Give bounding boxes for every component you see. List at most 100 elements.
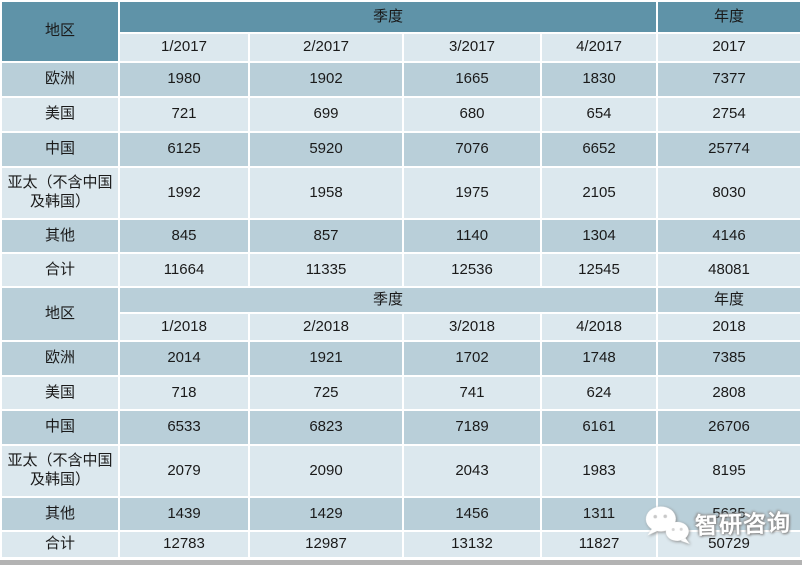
quarter-label: 1/2018 xyxy=(120,314,248,340)
data-cell: 2090 xyxy=(250,446,402,496)
data-cell: 7385 xyxy=(658,342,801,375)
table-row: 合计 12783 12987 13132 11827 50729 xyxy=(2,532,801,557)
quarter-label: 4/2018 xyxy=(542,314,657,340)
data-cell: 6161 xyxy=(542,411,657,444)
data-cell: 2754 xyxy=(658,98,801,131)
data-cell: 7076 xyxy=(404,133,540,166)
data-cell: 721 xyxy=(120,98,248,131)
data-cell: 654 xyxy=(542,98,657,131)
row-label-europe: 欧洲 xyxy=(2,63,118,96)
row-label-usa: 美国 xyxy=(2,98,118,131)
quarter-header-2018: 季度 xyxy=(120,288,657,312)
year-header-2017: 年度 xyxy=(658,2,801,32)
table-row: 中国 6125 5920 7076 6652 25774 xyxy=(2,133,801,166)
data-cell: 7189 xyxy=(404,411,540,444)
data-cell: 1748 xyxy=(542,342,657,375)
data-cell: 1429 xyxy=(250,498,402,530)
data-cell: 1921 xyxy=(250,342,402,375)
data-cell: 11664 xyxy=(120,254,248,286)
data-cell: 7377 xyxy=(658,63,801,96)
data-cell: 8030 xyxy=(658,168,801,218)
table-row: 美国 718 725 741 624 2808 xyxy=(2,377,801,409)
data-cell: 1830 xyxy=(542,63,657,96)
data-cell: 11827 xyxy=(542,532,657,557)
year-label: 2017 xyxy=(658,34,801,61)
section-2017: 地区 季度 年度 1/2017 2/2017 3/2017 4/2017 201… xyxy=(2,2,801,286)
quarter-label: 2/2018 xyxy=(250,314,402,340)
bottom-gray-bar xyxy=(0,560,802,565)
table-row: 欧洲 1980 1902 1665 1830 7377 xyxy=(2,63,801,96)
data-cell: 1958 xyxy=(250,168,402,218)
quarter-label: 2/2017 xyxy=(250,34,402,61)
data-cell: 725 xyxy=(250,377,402,409)
quarter-header-2017: 季度 xyxy=(120,2,657,32)
row-label-china: 中国 xyxy=(2,133,118,166)
data-cell: 6823 xyxy=(250,411,402,444)
data-cell: 1665 xyxy=(404,63,540,96)
row-label-apac: 亚太（不含中国及韩国） xyxy=(2,168,118,218)
row-label-total: 合计 xyxy=(2,254,118,286)
section-2018: 地区 季度 年度 1/2018 2/2018 3/2018 4/2018 201… xyxy=(2,288,801,557)
table-row: 美国 721 699 680 654 2754 xyxy=(2,98,801,131)
row-label-apac: 亚太（不含中国及韩国） xyxy=(2,446,118,496)
data-cell: 12783 xyxy=(120,532,248,557)
data-cell: 1439 xyxy=(120,498,248,530)
data-cell: 50729 xyxy=(658,532,801,557)
table-row: 欧洲 2014 1921 1702 1748 7385 xyxy=(2,342,801,375)
data-cell: 718 xyxy=(120,377,248,409)
data-cell: 6125 xyxy=(120,133,248,166)
row-label-usa: 美国 xyxy=(2,377,118,409)
year-label: 2018 xyxy=(658,314,801,340)
data-cell: 741 xyxy=(404,377,540,409)
row-label-other: 其他 xyxy=(2,498,118,530)
row-label-europe: 欧洲 xyxy=(2,342,118,375)
data-cell: 1992 xyxy=(120,168,248,218)
table-row: 合计 11664 11335 12536 12545 48081 xyxy=(2,254,801,286)
region-header-2018: 地区 xyxy=(2,288,118,340)
data-cell: 8195 xyxy=(658,446,801,496)
data-cell: 12536 xyxy=(404,254,540,286)
data-cell: 2105 xyxy=(542,168,657,218)
row-label-china: 中国 xyxy=(2,411,118,444)
data-cell: 2043 xyxy=(404,446,540,496)
table-row: 其他 845 857 1140 1304 4146 xyxy=(2,220,801,252)
data-cell: 1975 xyxy=(404,168,540,218)
data-cell: 1980 xyxy=(120,63,248,96)
data-cell: 26706 xyxy=(658,411,801,444)
data-cell: 5920 xyxy=(250,133,402,166)
data-cell: 699 xyxy=(250,98,402,131)
row-label-other: 其他 xyxy=(2,220,118,252)
table-row: 其他 1439 1429 1456 1311 5635 xyxy=(2,498,801,530)
data-cell: 857 xyxy=(250,220,402,252)
data-cell: 1702 xyxy=(404,342,540,375)
data-cell: 1983 xyxy=(542,446,657,496)
data-cell: 25774 xyxy=(658,133,801,166)
data-cell: 2014 xyxy=(120,342,248,375)
data-cell: 11335 xyxy=(250,254,402,286)
data-cell: 680 xyxy=(404,98,540,131)
data-cell: 12987 xyxy=(250,532,402,557)
quarter-label: 3/2017 xyxy=(404,34,540,61)
data-cell: 2808 xyxy=(658,377,801,409)
data-cell: 13132 xyxy=(404,532,540,557)
year-header-2018: 年度 xyxy=(658,288,801,312)
data-cell: 845 xyxy=(120,220,248,252)
data-cell: 2079 xyxy=(120,446,248,496)
table-row: 中国 6533 6823 7189 6161 26706 xyxy=(2,411,801,444)
data-cell: 1311 xyxy=(542,498,657,530)
data-cell: 1304 xyxy=(542,220,657,252)
table-row: 亚太（不含中国及韩国） 2079 2090 2043 1983 8195 xyxy=(2,446,801,496)
data-cell: 4146 xyxy=(658,220,801,252)
data-cell: 1456 xyxy=(404,498,540,530)
data-cell: 12545 xyxy=(542,254,657,286)
quarter-label: 4/2017 xyxy=(542,34,657,61)
data-cell: 1140 xyxy=(404,220,540,252)
data-cell: 48081 xyxy=(658,254,801,286)
data-cell: 5635 xyxy=(658,498,801,530)
data-cell: 1902 xyxy=(250,63,402,96)
region-header-2017: 地区 xyxy=(2,2,118,61)
table-row: 亚太（不含中国及韩国） 1992 1958 1975 2105 8030 xyxy=(2,168,801,218)
quarter-label: 1/2017 xyxy=(120,34,248,61)
